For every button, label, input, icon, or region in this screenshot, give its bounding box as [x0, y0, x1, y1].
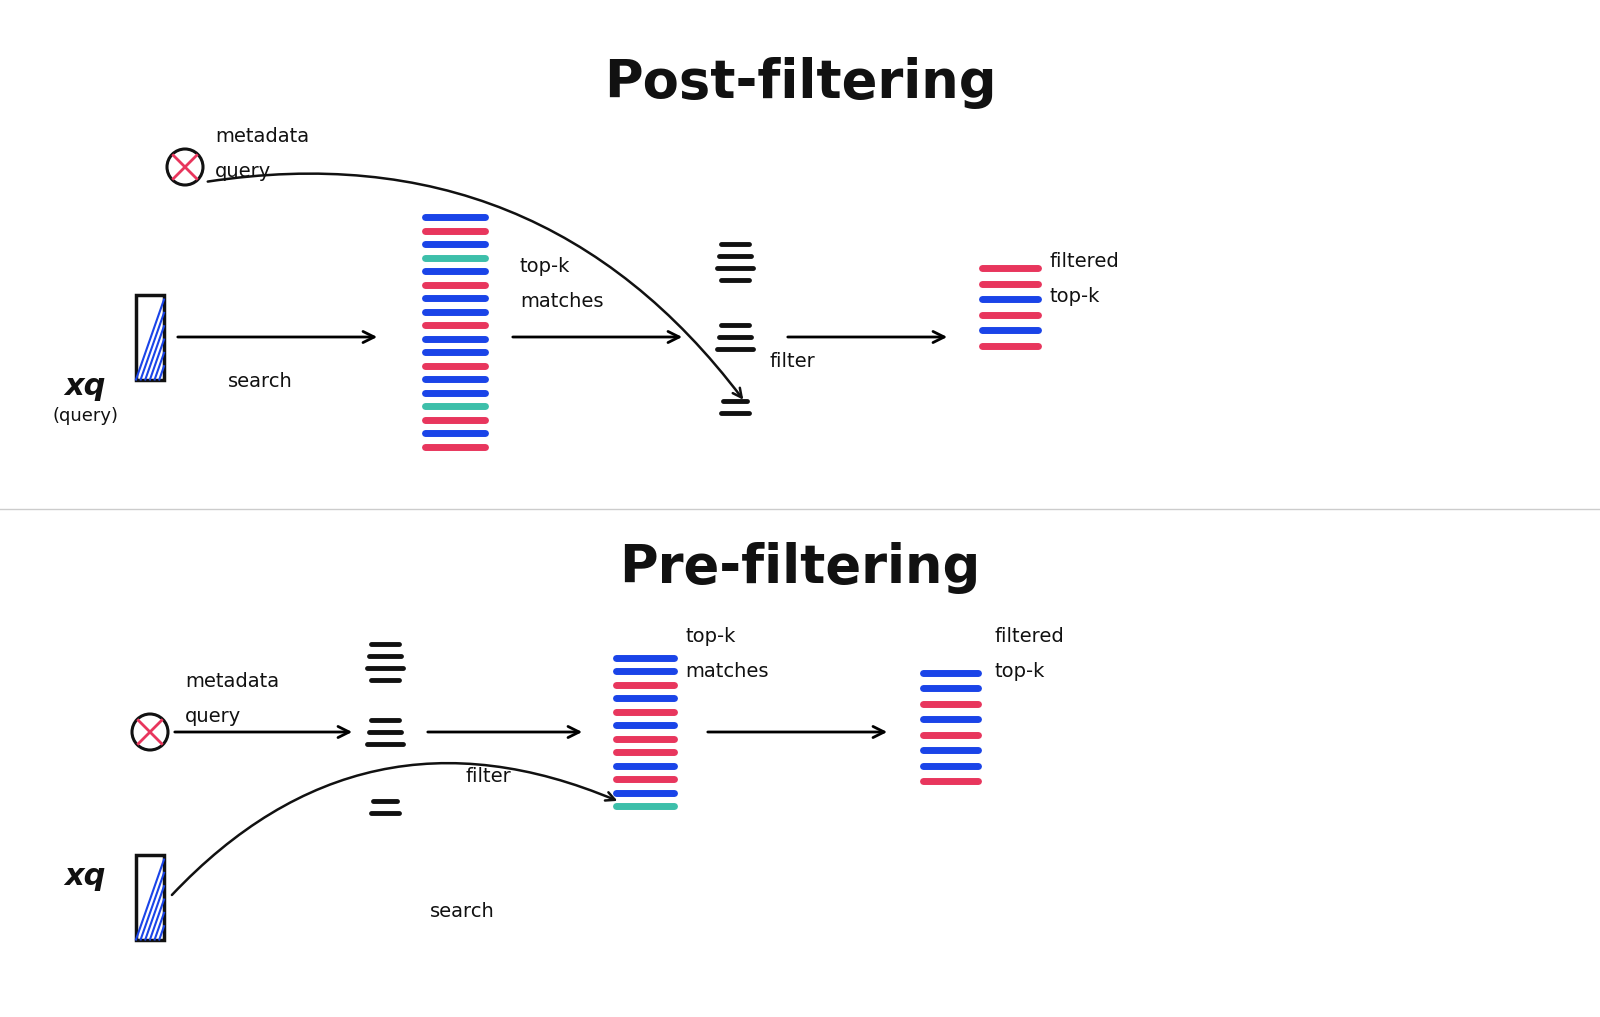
Text: query: query [186, 707, 242, 726]
Text: top-k: top-k [685, 627, 736, 646]
Text: top-k: top-k [995, 662, 1045, 681]
Text: metadata: metadata [186, 672, 278, 691]
Bar [136, 295, 165, 379]
Text: filter: filter [466, 767, 510, 786]
Text: search: search [227, 372, 293, 391]
Text: Post-filtering: Post-filtering [603, 57, 997, 109]
Text: query: query [214, 162, 272, 181]
Text: filter: filter [770, 352, 816, 371]
Text: matches: matches [685, 662, 768, 681]
Bar [136, 854, 165, 940]
Text: filtered: filtered [995, 627, 1064, 646]
Text: top-k: top-k [520, 257, 570, 276]
Text: (query): (query) [51, 407, 118, 425]
Text: xq: xq [64, 862, 106, 891]
Text: search: search [430, 902, 494, 921]
Text: metadata: metadata [214, 127, 309, 146]
Text: filtered: filtered [1050, 252, 1120, 271]
Text: matches: matches [520, 292, 603, 311]
Text: xq: xq [64, 372, 106, 401]
Text: Pre-filtering: Pre-filtering [619, 542, 981, 594]
Text: top-k: top-k [1050, 287, 1101, 306]
